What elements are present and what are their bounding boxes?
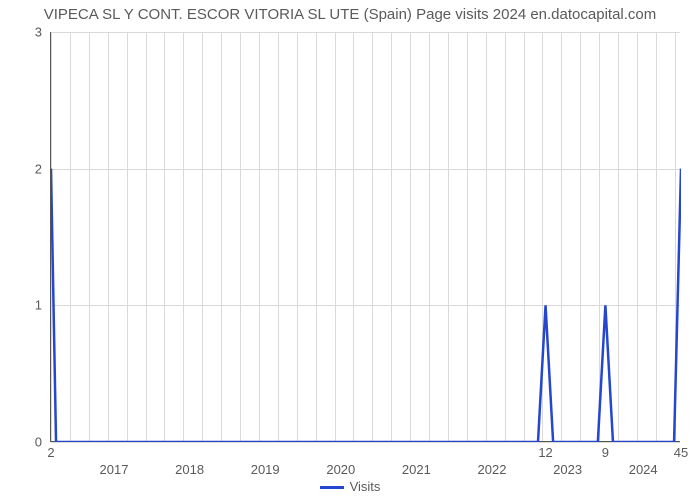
y-tick-label: 1 [12,298,42,313]
x-year-label: 2019 [251,462,280,477]
x-year-label: 2023 [553,462,582,477]
x-year-label: 2018 [175,462,204,477]
visits-line [51,32,681,442]
x-year-label: 2020 [326,462,355,477]
chart-title: VIPECA SL Y CONT. ESCOR VITORIA SL UTE (… [0,0,700,23]
x-count-label: 12 [538,445,552,460]
x-count-label: 9 [602,445,609,460]
x-count-label: 2 [47,445,54,460]
chart-area: 0123201720182019202020212022202320242129… [50,32,680,442]
y-tick-label: 2 [12,161,42,176]
plot-area: 0123201720182019202020212022202320242129… [50,32,680,442]
x-year-label: 2021 [402,462,431,477]
x-year-label: 2022 [478,462,507,477]
legend-label: Visits [350,479,381,494]
x-count-label: 45 [674,445,688,460]
legend-swatch [320,486,344,489]
y-tick-label: 0 [12,435,42,450]
x-year-label: 2017 [100,462,129,477]
gridline-h [51,442,680,443]
legend: Visits [0,479,700,494]
y-tick-label: 3 [12,25,42,40]
x-year-label: 2024 [629,462,658,477]
